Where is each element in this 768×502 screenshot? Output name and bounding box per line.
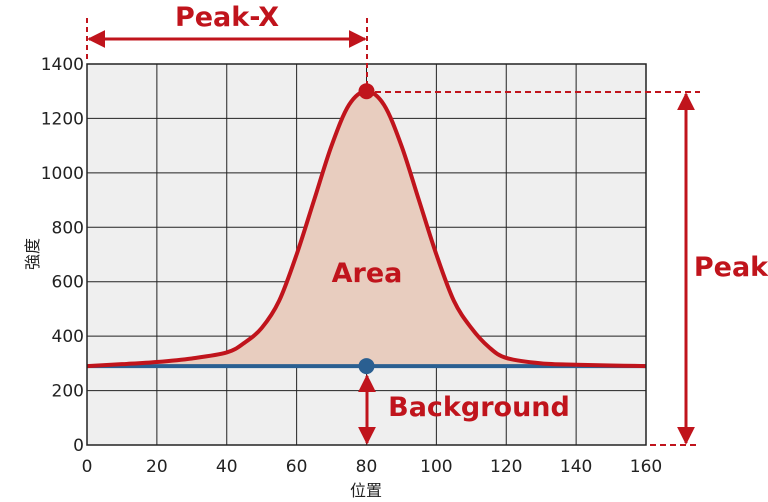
x-tick-label: 160 — [630, 457, 662, 477]
y-tick-label: 1000 — [41, 164, 84, 184]
x-tick-label: 100 — [420, 457, 452, 477]
y-tick-label: 1200 — [41, 109, 84, 129]
peak-point — [358, 83, 375, 100]
y-tick-label: 200 — [52, 382, 84, 402]
x-tick-label: 60 — [286, 457, 308, 477]
x-tick-labels: 0 20 40 60 80 100 120 140 160 — [82, 457, 663, 477]
x-tick-label: 140 — [560, 457, 592, 477]
y-tick-label: 1400 — [41, 55, 84, 75]
background-point — [358, 358, 375, 375]
y-tick-label: 600 — [52, 273, 84, 293]
peak-x-label: Peak-X — [175, 2, 279, 33]
x-tick-label: 120 — [490, 457, 522, 477]
y-tick-label: 400 — [52, 327, 84, 347]
x-tick-label: 20 — [146, 457, 168, 477]
y-tick-labels: 0 200 400 600 800 1000 1200 1400 — [41, 55, 84, 456]
x-tick-label: 40 — [216, 457, 238, 477]
peak-area-fill — [87, 91, 646, 367]
x-tick-label: 80 — [356, 457, 378, 477]
y-axis-title: 強度 — [23, 238, 42, 270]
x-axis-title: 位置 — [350, 481, 382, 500]
area-label: Area — [332, 258, 403, 289]
y-tick-label: 0 — [73, 436, 84, 456]
background-label: Background — [388, 392, 570, 423]
peak-label: Peak — [694, 252, 768, 283]
x-tick-label: 0 — [82, 457, 93, 477]
y-tick-label: 800 — [52, 218, 84, 238]
